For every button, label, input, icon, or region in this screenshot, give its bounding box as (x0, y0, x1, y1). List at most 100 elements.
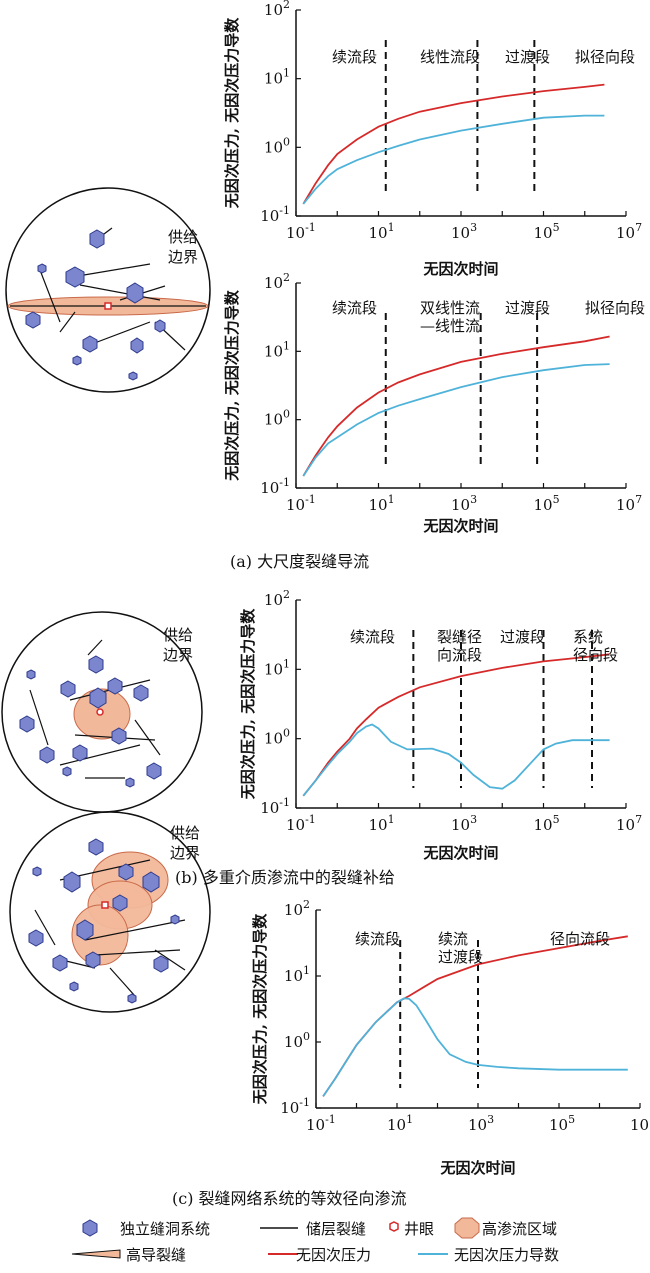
legend-cave-icon (82, 1219, 98, 1237)
y-tick-label: 102 (284, 898, 310, 919)
legend-cave-label: 独立缝洞系统 (120, 1220, 210, 1238)
x-tick-label: 101 (387, 1113, 413, 1134)
pressure-curve (302, 653, 610, 797)
caption-b: (b) 多重介质渗流中的裂缝补给 (175, 868, 395, 887)
well-marker-c (101, 901, 109, 909)
cave-systems-c (28, 838, 180, 1004)
x-tick-label: 107 (630, 1113, 650, 1134)
stage-label: 径向流段 (550, 930, 610, 948)
stage-label: 线性流段 (420, 48, 480, 66)
legend-high-perm-label: 高渗流区域 (482, 1220, 557, 1238)
y-axis-label: 无因次压力, 无因次压力导数 (251, 913, 269, 1105)
y-axis-label: 无因次压力, 无因次压力导数 (239, 608, 257, 800)
y-tick-label: 100 (264, 727, 290, 748)
stage-label: 系统径向段 (573, 628, 618, 664)
caption-a: (a) 大尺度裂缝导流 (230, 552, 369, 571)
schematic-b: 供给边界 (1, 611, 203, 813)
supply-boundary-label: 供给边界 (168, 228, 198, 266)
legend-high-cond-icon (71, 1249, 121, 1259)
chart-3: 10-1 100 101 102 10-1 101 103 105 107 续流段 裂缝径向流段过渡… (239, 588, 642, 862)
y-tick-label: 100 (284, 1030, 310, 1051)
x-tick-label: 103 (451, 813, 477, 834)
x-tick-label: 103 (451, 493, 477, 514)
derivative-curve (302, 363, 610, 477)
derivative-curve (322, 997, 628, 1097)
x-tick-label: 10-1 (286, 221, 316, 242)
stage-label: 过渡段 (505, 299, 550, 317)
x-tick-label: 101 (369, 493, 395, 514)
x-tick-label: 105 (534, 813, 560, 834)
x-tick-label: 105 (534, 221, 560, 242)
legend-derivative-label: 无因次压力导数 (454, 1246, 559, 1264)
y-tick-label: 10-1 (260, 204, 290, 225)
stage-label: 双线性流—线性流 (420, 299, 480, 335)
y-tick-label: 100 (264, 135, 290, 156)
stage-label: 过渡段 (500, 628, 545, 646)
x-tick-label: 103 (468, 1113, 494, 1134)
stage-label: 续流过渡段 (438, 930, 483, 966)
supply-boundary-circle (5, 187, 211, 393)
cave-systems-b (19, 655, 162, 788)
stage-label: 拟径向段 (575, 48, 635, 66)
legend-high-perm-icon (454, 1217, 480, 1239)
supply-boundary-label-c: 供给边界 (170, 824, 200, 862)
pressure-curve (302, 335, 610, 477)
x-tick-label: 105 (549, 1113, 575, 1134)
x-tick-label: 10-1 (286, 813, 316, 834)
x-tick-label: 10-1 (286, 493, 316, 514)
y-tick-label: 102 (264, 0, 290, 19)
legend-high-cond-label: 高导裂缝 (126, 1246, 186, 1264)
caption-c: (c) 裂缝网络系统的等效径向渗流 (172, 1189, 407, 1208)
stage-label: 续流段 (332, 299, 377, 317)
y-tick-label: 10-1 (260, 796, 290, 817)
schematic-c: 供给边界 (9, 811, 211, 1013)
x-tick-label: 107 (616, 493, 642, 514)
y-axis-label: 无因次压力, 无因次压力导数 (223, 289, 241, 481)
stage-label: 续流段 (350, 628, 395, 646)
y-axis-label: 无因次压力, 无因次压力导数 (223, 17, 241, 209)
well-marker-b (96, 708, 104, 716)
derivative-curve (302, 723, 610, 797)
fracture-lines (39, 227, 186, 351)
x-tick-label: 101 (369, 813, 395, 834)
stage-label: 续流段 (355, 930, 400, 948)
stage-label: 过渡段 (505, 48, 550, 66)
legend-well-label: 井眼 (404, 1220, 434, 1238)
y-tick-label: 10-1 (280, 1096, 310, 1117)
legend: 独立缝洞系统 储层裂缝 井眼 高渗流区域 高导裂缝 无因次压力 无因次压力导数 (71, 1217, 559, 1264)
y-tick-label: 100 (264, 408, 290, 429)
cave-systems-a (25, 229, 166, 381)
x-tick-label: 105 (534, 493, 560, 514)
x-axis-label: 无因次时间 (422, 844, 498, 862)
x-axis-label: 无因次时间 (422, 260, 498, 278)
y-tick-label: 101 (284, 964, 310, 985)
x-tick-label: 10-1 (306, 1113, 336, 1134)
y-tick-label: 101 (264, 657, 290, 678)
stage-label: 裂缝径向流段 (437, 628, 482, 664)
y-tick-label: 10-1 (260, 476, 290, 497)
supply-boundary-label-b: 供给边界 (163, 626, 193, 664)
y-tick-label: 101 (264, 339, 290, 360)
stage-label: 拟径向段 (585, 299, 645, 317)
x-axis-label: 无因次时间 (422, 517, 498, 535)
x-tick-label: 107 (616, 813, 642, 834)
well-marker (104, 302, 112, 310)
chart-2: 10-1 100 101 102 10-1 101 103 105 107 续流段 双线性流—线性流… (223, 271, 645, 535)
legend-pressure-label: 无因次压力 (296, 1246, 371, 1264)
schematic-a: 供给边界 (5, 187, 211, 393)
derivative-curve (302, 114, 605, 205)
x-tick-label: 103 (451, 221, 477, 242)
legend-fracture-label: 储层裂缝 (306, 1220, 366, 1238)
legend-well-icon (389, 1221, 399, 1232)
chart-4: 10-1 100 101 102 10-1 101 103 105 107 续流段 续流过渡段 径向流… (251, 898, 650, 1177)
y-tick-label: 101 (264, 67, 290, 88)
y-tick-label: 102 (264, 588, 290, 609)
x-tick-label: 107 (616, 221, 642, 242)
chart-1: 10-1 100 101 102 10-1 101 103 105 107 续流段 线性流段 过渡段 拟… (223, 0, 642, 278)
stage-label: 续流段 (332, 48, 377, 66)
y-tick-label: 102 (264, 271, 290, 292)
x-axis-label: 无因次时间 (439, 1159, 515, 1177)
x-tick-label: 101 (369, 221, 395, 242)
pressure-curve (302, 83, 605, 205)
